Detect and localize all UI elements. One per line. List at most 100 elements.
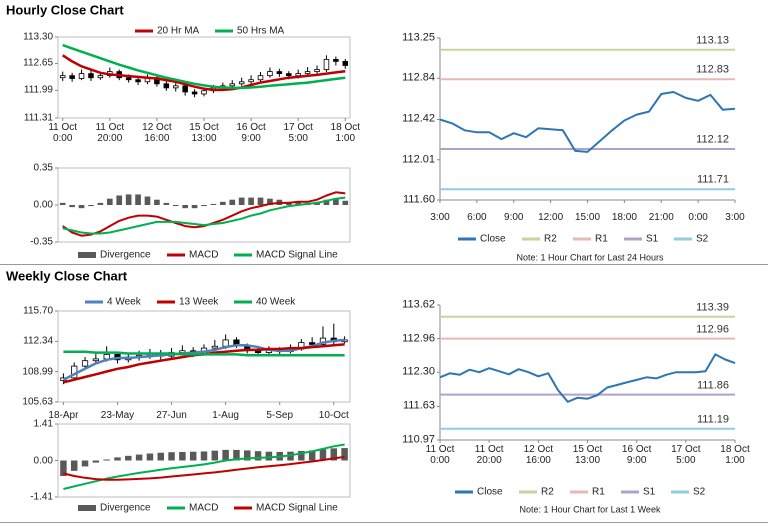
candle-body [125, 77, 132, 81]
x-tick-label: 12 Oct 16:00 [142, 122, 172, 144]
divergence-bar [330, 448, 338, 461]
divergence-bar [265, 451, 273, 461]
candle-body [222, 339, 229, 347]
candle-body [92, 358, 99, 362]
macd-line [62, 191, 346, 237]
x-tick-label: 12:00 [538, 212, 564, 223]
legend-label: 20 Hr MA [157, 25, 200, 37]
x-tick-label: 3:00 [430, 212, 450, 223]
divergence-bar [172, 205, 179, 207]
level-label: 111.86 [696, 379, 729, 392]
x-tick-label: 11 Oct 0:00 [425, 444, 455, 466]
divergence-bar [146, 453, 154, 461]
candle-body [314, 69, 320, 72]
y-tick-label: 113.62 [402, 298, 435, 311]
y-tick-label: 110.97 [402, 433, 435, 446]
x-tick-label: 11 Oct 20:00 [474, 444, 504, 466]
divergence-bar [229, 199, 236, 205]
candle-body [97, 75, 104, 79]
legend-label: 13 Week [179, 296, 219, 308]
legend-label: R1 [595, 233, 608, 245]
candle-body [267, 71, 273, 77]
legend-label: R2 [544, 233, 557, 245]
macd-line [62, 196, 346, 235]
divergence-bar [154, 199, 160, 205]
close-line [439, 353, 736, 403]
candle-body [59, 75, 66, 79]
legend-label: MACD Signal Line [256, 249, 338, 261]
divergence-bar [333, 198, 339, 205]
divergence-bar [298, 450, 305, 461]
divergence-bar [341, 448, 348, 461]
legend-label: Divergence [100, 502, 151, 514]
y-tick-label: 111.31 [23, 112, 53, 124]
y-tick-label: 0.35 [33, 162, 53, 174]
divergence-bar [92, 460, 100, 463]
x-tick-label: 17 Oct 5:00 [283, 122, 313, 144]
divergence-bar [233, 449, 240, 461]
y-tick-label: 112.84 [402, 71, 435, 84]
divergence-bar [60, 460, 67, 477]
y-tick-label: 105.63 [22, 396, 53, 408]
legend-swatch [78, 252, 96, 258]
x-tick-label: 3:00 [725, 212, 745, 223]
y-tick-label: 112.34 [23, 335, 53, 347]
x-tick-label: 17 Oct 5:00 [671, 444, 701, 466]
candle-body [323, 58, 330, 70]
divergence-bar [244, 450, 251, 461]
divergence-bar [211, 450, 219, 461]
divergence-bar [88, 205, 94, 207]
divergence-bar [238, 197, 245, 205]
legend-label: 40 Week [256, 296, 296, 308]
divergence-bar [257, 197, 264, 205]
legend-swatch [78, 505, 96, 511]
divergence-bar [189, 451, 197, 461]
ma-line [63, 350, 345, 357]
candle-body [135, 79, 141, 83]
divergence-bar [163, 202, 170, 205]
x-tick-label: 11 Oct 20:00 [95, 122, 125, 144]
divergence-bar [179, 451, 186, 461]
legend-label: MACD [189, 249, 219, 261]
y-tick-label: 108.99 [22, 366, 53, 378]
candle-body [201, 90, 207, 95]
candle-body [286, 73, 292, 77]
x-tick-label: 16 Oct 9:00 [621, 444, 652, 466]
y-tick-label: 113.30 [23, 31, 53, 43]
x-tick-label: 0:00 [688, 212, 708, 223]
level-label: 112.83 [696, 63, 729, 76]
legend-label: MACD [189, 502, 219, 514]
divergence-bar [106, 198, 113, 205]
y-tick-label: 0.00 [33, 199, 53, 211]
divergence-bar [220, 201, 226, 205]
divergence-bar [69, 205, 75, 208]
divergence-bar [222, 449, 229, 461]
x-tick-label: 16 Oct 9:00 [236, 122, 266, 144]
divergence-bar [70, 460, 78, 471]
candle-body [81, 360, 89, 367]
divergence-bar [254, 451, 262, 461]
divergence-bar [323, 199, 330, 205]
y-tick-label: 112.42 [402, 112, 435, 125]
level-label: 113.39 [696, 301, 729, 314]
divergence-bar [201, 205, 207, 207]
divergence-bar [125, 455, 132, 461]
x-tick-label: 12 Oct 16:00 [523, 444, 554, 466]
divergence-bar [81, 460, 89, 467]
level-label: 111.71 [696, 173, 729, 186]
candle-body [69, 75, 75, 79]
divergence-bar [125, 194, 132, 205]
close-line [439, 91, 736, 153]
candle-body [182, 85, 188, 93]
y-tick-label: 1.41 [33, 418, 53, 430]
candle-body [238, 81, 245, 85]
candle-body [248, 79, 254, 83]
candle-body [163, 83, 170, 89]
candle-body [229, 83, 236, 87]
candle-body [257, 75, 264, 81]
divergence-bar [78, 205, 85, 209]
x-tick-label: 21:00 [648, 212, 674, 223]
y-tick-label: 0.00 [33, 455, 53, 466]
